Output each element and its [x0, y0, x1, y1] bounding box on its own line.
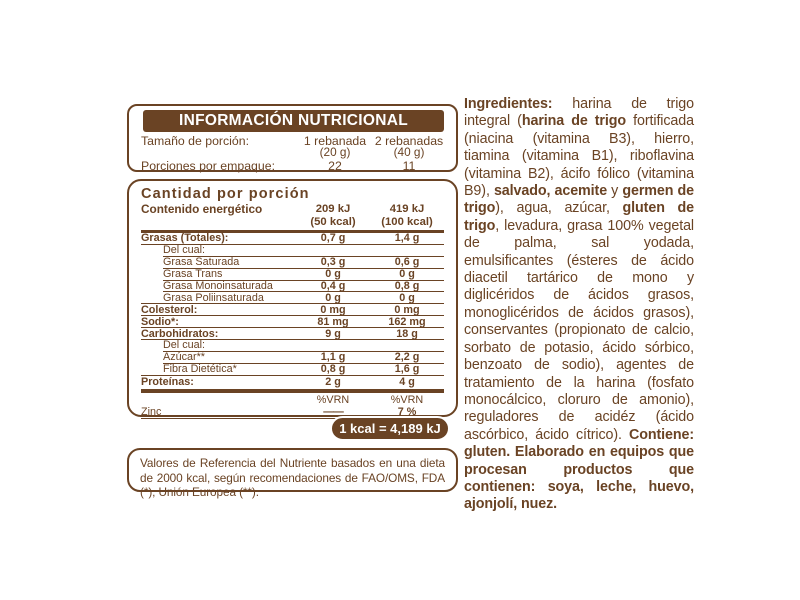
ingredients-segment: Ingredientes:	[464, 96, 553, 112]
ingredients-segment: , levadura, grasa 100% vegetal de palma,…	[464, 217, 694, 443]
nutrient-label: Del cual:	[163, 244, 206, 257]
nutrition-table-column: INFORMACIÓN NUTRICIONAL Tamaño de porció…	[127, 104, 458, 499]
nutrient-value-1: 0,4 g	[320, 280, 346, 293]
servings-per-pack-label: Porciones por empaque:	[141, 159, 275, 173]
energy-label: Contenido energético	[141, 202, 263, 216]
nutrient-row-saturated-fat: Grasa Saturada 0,3 g 0,6 g	[163, 256, 444, 269]
nutrient-value-1: 0 g	[325, 291, 341, 304]
nutrient-value-2: 18 g	[396, 327, 418, 340]
ingredients-segment: fortificada (niacina (vitamina B3), hier…	[464, 113, 694, 200]
nutrient-row-cholesterol: Colesterol: 0 mg 0 mg	[141, 303, 444, 317]
nutrient-row-carbohydrates: Carbohidratos: 9 g 18 g	[141, 327, 444, 341]
servings-per-pack-row: Porciones por empaque: 22 11	[141, 159, 446, 174]
nutrient-value-2: 1,6 g	[394, 363, 420, 376]
servings-per-pack-col1: 22	[328, 159, 342, 173]
nutrient-label: Proteínas:	[141, 375, 194, 388]
energy-col2-kcal: (100 kcal)	[381, 215, 433, 228]
ingredients-segment: germen de trigo	[464, 183, 694, 217]
zinc-value-1: ——	[323, 405, 344, 418]
nutrient-value-2: 4 g	[399, 375, 415, 388]
energy-col2-kj: 419 kJ	[389, 203, 425, 215]
nutrient-value-2: 162 mg	[388, 315, 426, 328]
ingredients-segment: harina de trigo	[521, 113, 627, 130]
nutrient-value-1: 0 g	[325, 268, 341, 281]
nutrient-value-2: 0,6 g	[394, 256, 420, 269]
nutrient-row-of-which: Del cual:	[163, 244, 444, 257]
thick-divider	[141, 229, 444, 233]
serving-weight-col2: (40 g)	[393, 145, 425, 159]
nutrient-row-trans-fat: Grasa Trans 0 g 0 g	[163, 268, 444, 281]
ingredients-segment: ), agua, azúcar,	[495, 200, 623, 217]
nutrient-row-total-fat: Grasas (Totales): 0,7 g 1,4 g	[141, 232, 444, 245]
footnote-box: Valores de Referencia del Nutriente basa…	[127, 448, 458, 499]
ingredients-segment: Contiene: gluten. Elaborado en equipos q…	[464, 426, 694, 513]
serving-size-row: Tamaño de porción: 1 rebanada 2 rebanada…	[141, 134, 446, 148]
ingredients-segment: gluten de trigo	[464, 200, 695, 234]
serving-size-col2: 2 rebanadas	[374, 134, 444, 148]
nutrient-value-1: 9 g	[325, 327, 341, 340]
nutrient-label: Carbohidratos:	[141, 327, 219, 340]
nutrient-value-2: 0 mg	[394, 303, 420, 316]
serving-weight-col1: (20 g)	[319, 145, 351, 159]
nutrient-row-of-which-2: Del cual:	[163, 339, 444, 352]
nutrient-value-1: 0,3 g	[320, 256, 346, 269]
nutrient-row-sugar: Azúcar** 1,1 g 2,2 g	[163, 351, 444, 364]
nutrient-row-sodium: Sodio*: 81 mg 162 mg	[141, 315, 444, 329]
vrn-header-col1: %VRN	[316, 393, 350, 406]
nutrient-value-2: 2,2 g	[394, 351, 420, 364]
nutrition-facts-box: Cantidad por porción Contenido energétic…	[127, 179, 458, 419]
nutrient-label: Grasa Poliinsaturada	[163, 291, 264, 304]
nutrient-value-1: 2 g	[325, 375, 341, 388]
vrn-header-col2: %VRN	[390, 393, 424, 406]
serving-info-box: INFORMACIÓN NUTRICIONAL Tamaño de porció…	[127, 104, 458, 174]
nutrient-value-1: 1,1 g	[320, 351, 346, 364]
nutrient-label: Del cual:	[163, 339, 206, 352]
reference-values-footnote: Valores de Referencia del Nutriente basa…	[140, 456, 445, 500]
nutrient-label: Grasas (Totales):	[141, 232, 229, 245]
nutrient-value-2: 1,4 g	[394, 232, 420, 245]
nutrient-value-1: 0,7 g	[320, 232, 346, 245]
serving-weight-row: (20 g) (40 g)	[141, 145, 446, 159]
serving-size-col1: 1 rebanada	[303, 134, 367, 148]
servings-per-pack-col2: 11	[402, 159, 416, 173]
nutrient-value-2: 0 g	[399, 291, 415, 304]
nutrient-value-2: 0,8 g	[394, 280, 420, 293]
ingredients-text: Ingredientes: harina de trigo integral (…	[464, 96, 694, 514]
ingredients-segment: y	[607, 183, 623, 200]
amount-per-serving-title: Cantidad por porción	[141, 186, 310, 202]
nutrient-row-zinc: Zinc —— 7 %	[141, 406, 444, 419]
nutrient-label: Azúcar**	[163, 351, 206, 364]
nutrient-label: Colesterol:	[141, 303, 198, 316]
nutrient-value-1: 81 mg	[317, 315, 349, 328]
vrn-header-row: %VRN %VRN	[141, 394, 444, 406]
nutrient-row-polyunsaturated-fat: Grasa Poliinsaturada 0 g 0 g	[141, 291, 444, 305]
energy-row: Contenido energético 209 kJ (50 kcal) 41…	[141, 203, 444, 228]
kcal-equivalence-badge: 1 kcal = 4,189 kJ	[330, 416, 450, 441]
energy-col1-kcal: (50 kcal)	[310, 215, 356, 228]
nutrient-row-protein: Proteínas: 2 g 4 g	[141, 376, 444, 388]
energy-col1-kj: 209 kJ	[315, 203, 351, 215]
energy-col2: 419 kJ (100 kcal)	[370, 203, 444, 228]
nutrient-label: Grasa Monoinsaturada	[163, 280, 273, 293]
nutrient-row-monounsaturated-fat: Grasa Monoinsaturada 0,4 g 0,8 g	[163, 280, 444, 293]
ingredients-segment: salvado, acemite	[493, 183, 608, 200]
energy-col1: 209 kJ (50 kcal)	[296, 203, 370, 228]
nutrient-value-2: 0 g	[399, 268, 415, 281]
thick-divider	[141, 389, 444, 393]
nutrition-facts-title: INFORMACIÓN NUTRICIONAL	[143, 110, 444, 132]
nutrient-value-1: 0,8 g	[320, 363, 346, 376]
nutrient-label: Grasa Trans	[163, 268, 223, 281]
nutrient-value-1: 0 mg	[320, 303, 346, 316]
zinc-value-2: 7 %	[397, 405, 417, 418]
nutrient-label: Fibra Dietética*	[163, 363, 237, 376]
ingredients-segment: harina de trigo integral (	[464, 96, 694, 130]
nutrient-label: Grasa Saturada	[163, 256, 240, 269]
zinc-label: Zinc	[141, 405, 162, 418]
serving-size-label: Tamaño de porción:	[141, 134, 250, 148]
nutrient-row-dietary-fiber: Fibra Dietética* 0,8 g 1,6 g	[141, 363, 444, 376]
nutrient-label: Sodio*:	[141, 315, 179, 328]
